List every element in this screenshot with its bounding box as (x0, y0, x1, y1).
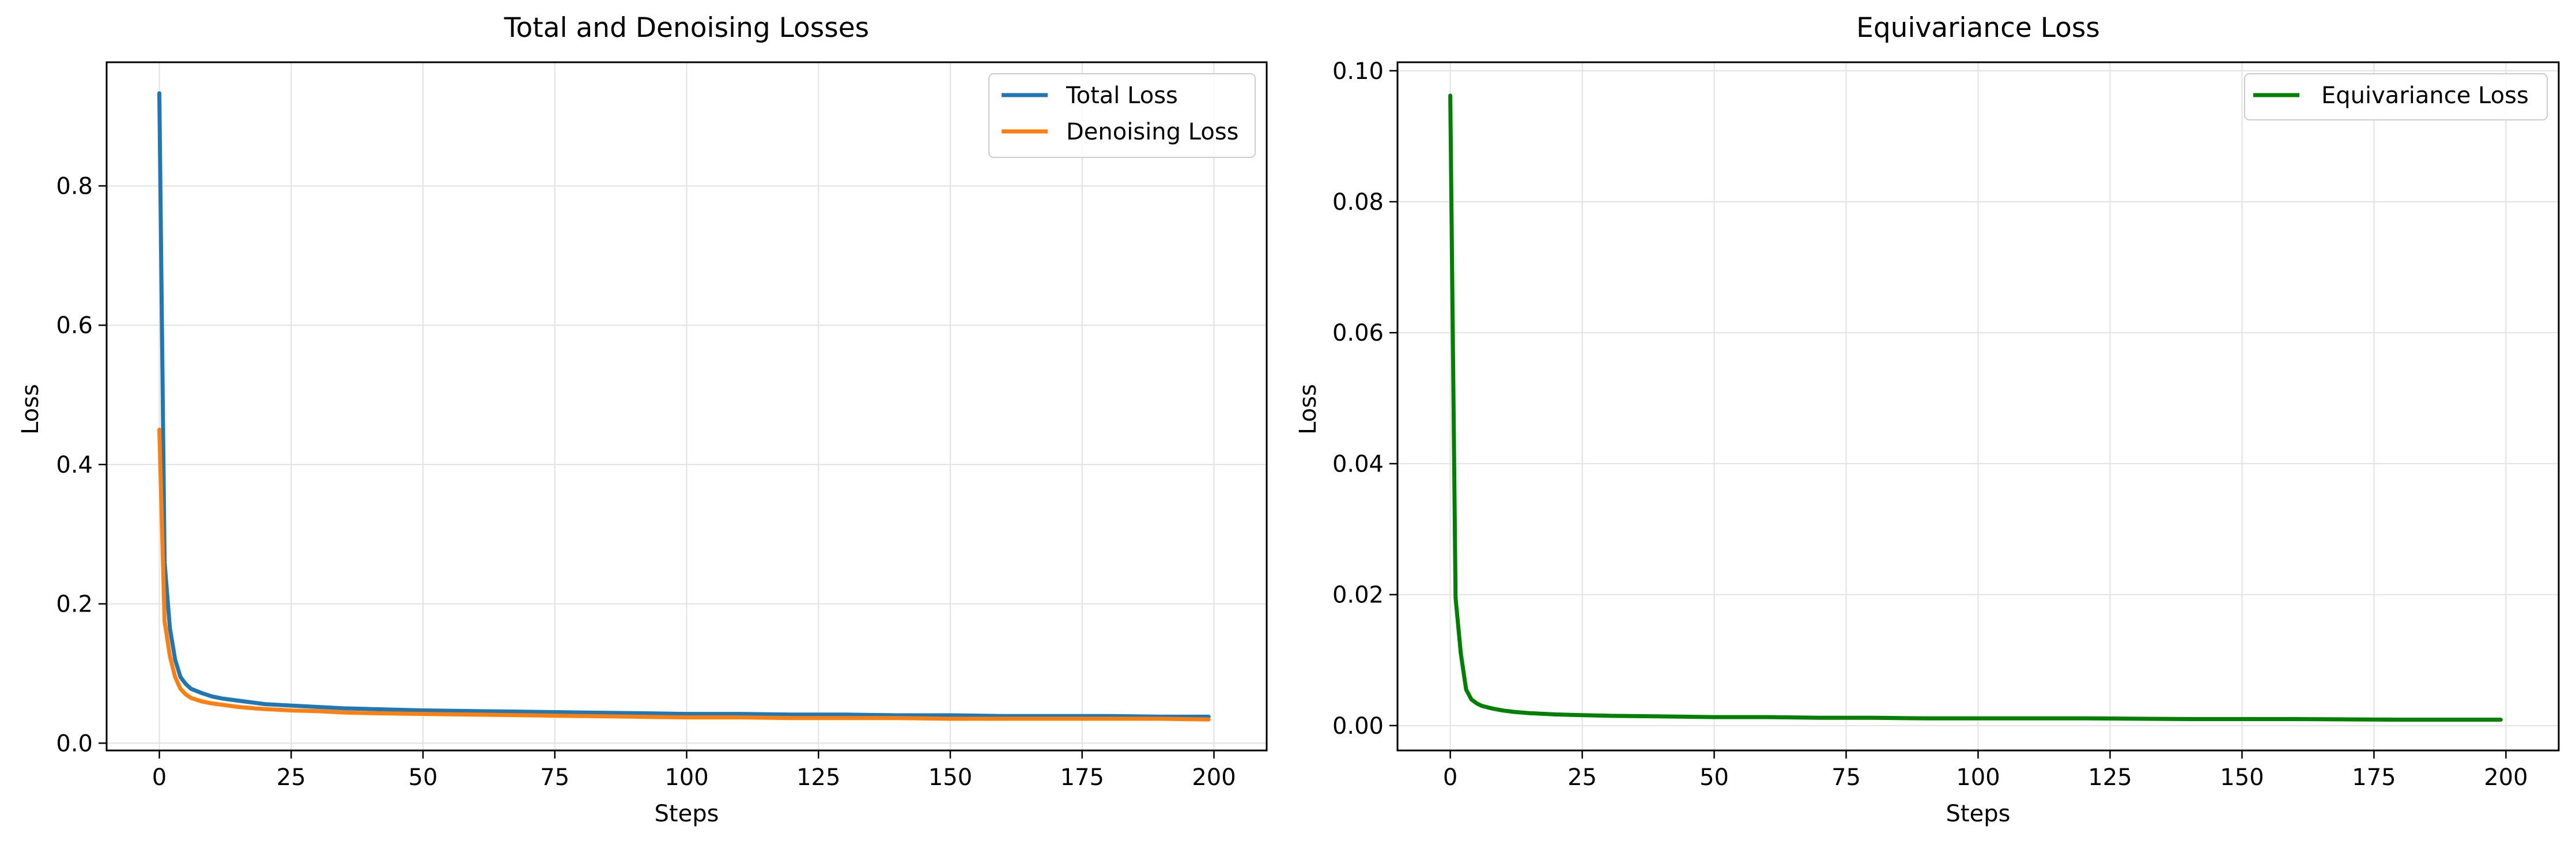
chart-title: Total and Denoising Losses (504, 12, 869, 44)
x-tick-label: 25 (277, 764, 306, 791)
x-tick-label: 25 (1567, 764, 1597, 791)
y-tick-label: 0.0 (56, 730, 93, 757)
y-tick-label: 0.10 (1332, 58, 1384, 85)
y-axis-label: Loss (17, 384, 44, 435)
series-line-total-loss (157, 91, 1211, 719)
legend: Equivariance Loss (2244, 73, 2548, 120)
legend-box (988, 73, 1256, 158)
y-tick-label: 0.02 (1332, 582, 1384, 609)
x-tick-label: 75 (540, 764, 569, 791)
x-tick-label: 50 (409, 764, 438, 791)
y-tick-label: 0.2 (56, 591, 93, 618)
y-tick-label: 0.04 (1332, 451, 1384, 477)
x-tick-label: 200 (2484, 764, 2528, 791)
legend-label-denoising-loss: Denoising Loss (1066, 119, 1239, 145)
x-tick-label: 100 (664, 764, 708, 791)
y-tick-label: 0.00 (1332, 713, 1384, 740)
y-tick-label: 0.6 (56, 312, 93, 339)
x-tick-label: 150 (928, 764, 972, 791)
series-line-equivariance-loss (1448, 93, 2503, 722)
y-tick-label: 0.08 (1332, 189, 1384, 216)
legend-label-equivariance-loss: Equivariance Loss (2321, 82, 2529, 109)
x-tick-label: 50 (1699, 764, 1729, 791)
y-tick-label: 0.4 (56, 452, 93, 478)
x-tick-label: 200 (1192, 764, 1236, 791)
x-tick-label: 175 (1060, 764, 1104, 791)
x-tick-label: 0 (152, 764, 167, 791)
y-axis-label: Loss (1295, 384, 1321, 435)
x-tick-label: 125 (2088, 764, 2132, 791)
x-tick-label: 75 (1831, 764, 1861, 791)
chart-panel-total-denoising: Total and Denoising Losses Steps Loss 0 2… (17, 12, 1268, 827)
y-tick-label: 0.8 (56, 173, 93, 200)
series-line-denoising-loss (157, 428, 1211, 722)
chart-panel-equivariance: Equivariance Loss Steps Loss 0 25 50 75 100 1… (1295, 12, 2560, 827)
x-tick-label: 175 (2352, 764, 2396, 791)
x-tick-label: 100 (1956, 764, 2000, 791)
x-axis-label: Steps (1946, 801, 2011, 827)
legend-box (2244, 73, 2548, 120)
y-tick-label: 0.06 (1332, 320, 1384, 346)
x-axis-label: Steps (655, 801, 719, 827)
legend: Total Loss Denoising Loss (988, 73, 1256, 158)
x-tick-label: 125 (796, 764, 840, 791)
x-tick-label: 0 (1443, 764, 1457, 791)
legend-label-total-loss: Total Loss (1066, 82, 1178, 109)
x-tick-label: 150 (2220, 764, 2264, 791)
chart-title: Equivariance Loss (1856, 12, 2100, 44)
